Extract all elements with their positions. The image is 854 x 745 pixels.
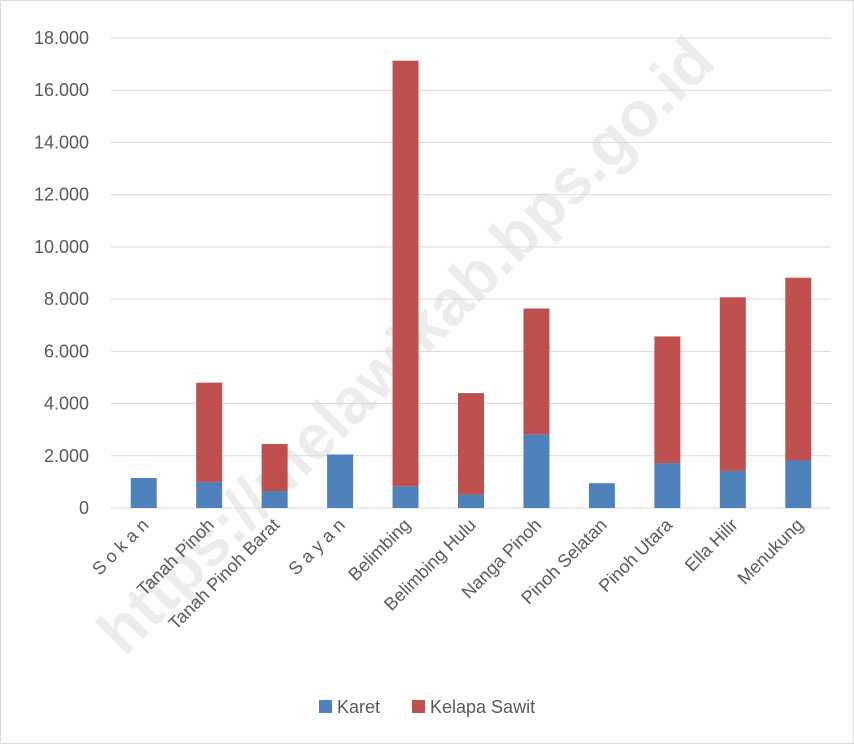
legend: Karet Kelapa Sawit bbox=[319, 697, 535, 717]
bar-karet bbox=[654, 463, 681, 508]
bar-karet bbox=[196, 481, 223, 508]
y-tick-label: 18.000 bbox=[34, 28, 89, 48]
bar-kelapa-sawit bbox=[196, 382, 223, 482]
bar-karet bbox=[392, 486, 419, 508]
y-tick-label: 4.000 bbox=[44, 394, 89, 414]
y-tick-label: 8.000 bbox=[44, 289, 89, 309]
y-tick-label: 12.000 bbox=[34, 185, 89, 205]
y-tick-label: 16.000 bbox=[34, 80, 89, 100]
bar-karet bbox=[588, 483, 615, 508]
bar-karet bbox=[327, 454, 354, 508]
bar-karet bbox=[261, 491, 288, 508]
y-tick-label: 0 bbox=[79, 498, 89, 518]
bar-kelapa-sawit bbox=[654, 336, 681, 464]
y-axis-tick-labels: 0 2.000 4.000 6.000 8.000 10.000 12.000 14.000 1… bbox=[34, 28, 89, 518]
legend-swatch-kelapa-sawit bbox=[412, 700, 425, 713]
y-tick-label: 10.000 bbox=[34, 237, 89, 257]
legend-swatch-karet bbox=[319, 700, 332, 713]
x-tick-label: S a y a n bbox=[285, 515, 349, 579]
bar-karet bbox=[130, 477, 157, 508]
y-tick-label: 6.000 bbox=[44, 341, 89, 361]
x-tick-label: Menukung bbox=[734, 515, 808, 589]
bar-karet bbox=[785, 460, 812, 508]
bar-karet bbox=[458, 494, 484, 508]
y-tick-label: 14.000 bbox=[34, 132, 89, 152]
bar-kelapa-sawit bbox=[523, 308, 550, 435]
y-tick-label: 2.000 bbox=[44, 446, 89, 466]
bar-kelapa-sawit bbox=[458, 393, 484, 495]
bar-karet bbox=[719, 470, 746, 508]
x-tick-label: Belimbing bbox=[344, 515, 414, 585]
legend-label-kelapa-sawit: Kelapa Sawit bbox=[430, 697, 535, 717]
bar-kelapa-sawit bbox=[392, 60, 419, 487]
legend-label-karet: Karet bbox=[337, 697, 380, 717]
bar-karet bbox=[523, 434, 550, 508]
bar-kelapa-sawit bbox=[261, 444, 288, 492]
bar-kelapa-sawit bbox=[719, 297, 746, 471]
x-tick-label: Ella Hilir bbox=[681, 515, 742, 576]
bars bbox=[130, 60, 812, 508]
bar-kelapa-sawit bbox=[785, 277, 812, 461]
